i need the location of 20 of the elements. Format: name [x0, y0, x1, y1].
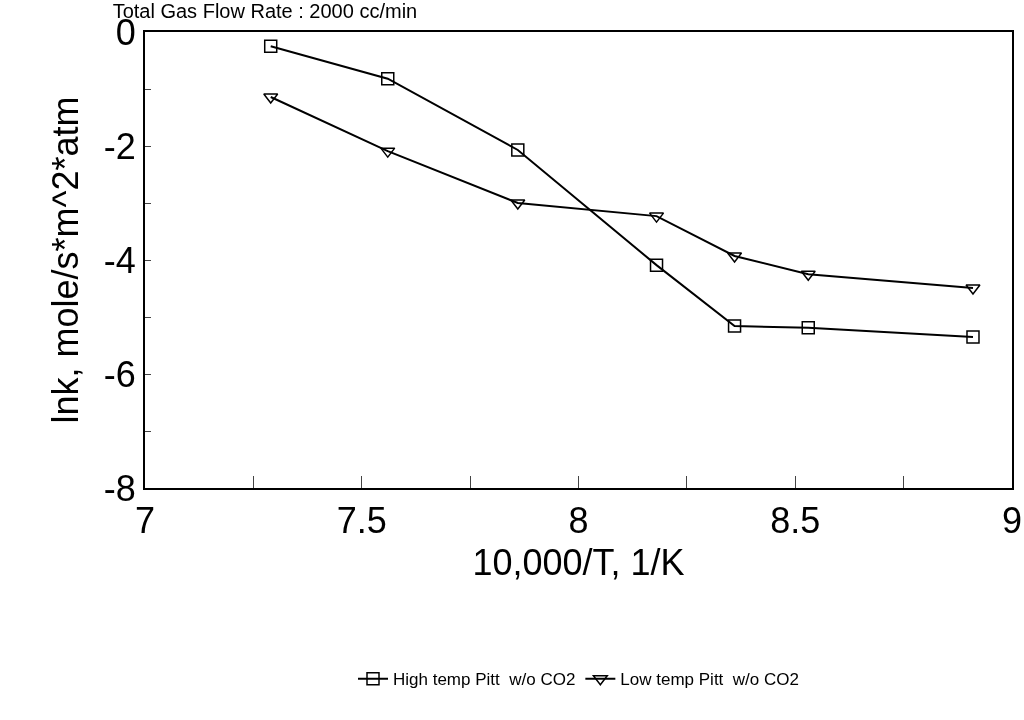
x-tick-label: 7.5 [336, 500, 387, 542]
x-tick-label: 9 [1001, 500, 1023, 542]
point [966, 330, 980, 344]
y-tick-label: -6 [103, 353, 136, 395]
point [511, 143, 525, 157]
y-tick-label: -2 [103, 125, 136, 167]
legend-label: High temp Pitt w/o CO2 [393, 670, 576, 690]
y-tick-label: -4 [103, 239, 136, 281]
x-tick-label: 8.5 [770, 500, 821, 542]
x-axis-title: 10,000/T, 1/K [472, 542, 685, 584]
point [263, 39, 278, 53]
legend-label: Low temp Pitt w/o CO2 [620, 670, 799, 690]
point [649, 258, 664, 272]
x-tick-label: 8 [568, 500, 589, 542]
point [727, 319, 742, 333]
y-tick-label: -8 [103, 467, 136, 509]
x-tick-label: 7 [134, 500, 156, 542]
y-axis-title: lnk, mole/s*m^2*atm [45, 96, 87, 424]
point [801, 321, 815, 335]
point [381, 71, 395, 86]
